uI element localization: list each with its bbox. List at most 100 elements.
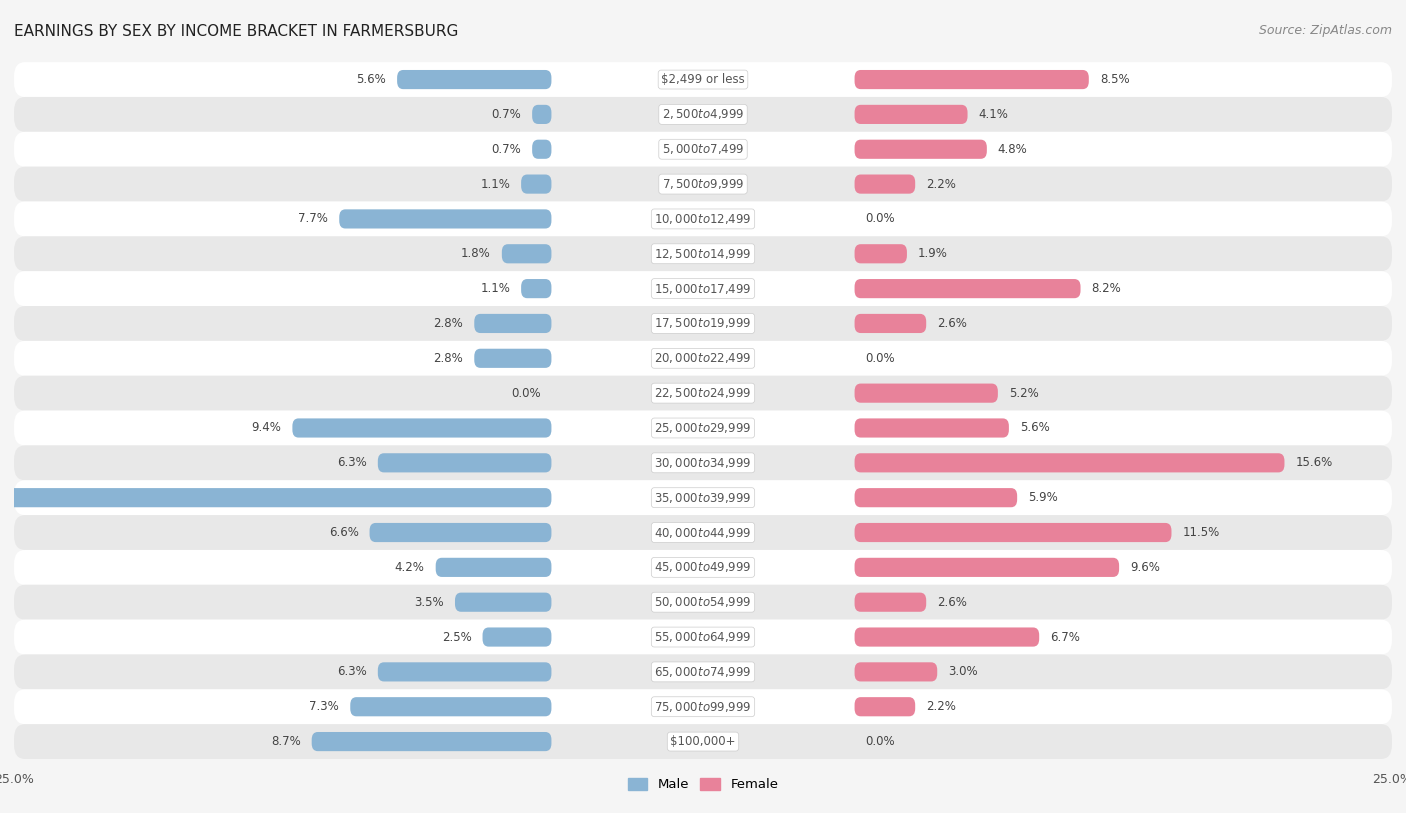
FancyBboxPatch shape bbox=[312, 732, 551, 751]
Text: 4.8%: 4.8% bbox=[998, 143, 1028, 156]
Text: $100,000+: $100,000+ bbox=[671, 735, 735, 748]
FancyBboxPatch shape bbox=[855, 70, 1088, 89]
Text: $7,500 to $9,999: $7,500 to $9,999 bbox=[662, 177, 744, 191]
Text: 3.5%: 3.5% bbox=[415, 596, 444, 609]
Text: 11.5%: 11.5% bbox=[1182, 526, 1220, 539]
Text: 1.1%: 1.1% bbox=[481, 177, 510, 190]
FancyBboxPatch shape bbox=[436, 558, 551, 577]
FancyBboxPatch shape bbox=[14, 620, 1392, 654]
Text: 5.6%: 5.6% bbox=[356, 73, 387, 86]
Text: 1.1%: 1.1% bbox=[481, 282, 510, 295]
FancyBboxPatch shape bbox=[855, 698, 915, 716]
Text: $40,000 to $44,999: $40,000 to $44,999 bbox=[654, 525, 752, 540]
FancyBboxPatch shape bbox=[456, 593, 551, 611]
FancyBboxPatch shape bbox=[855, 175, 915, 193]
FancyBboxPatch shape bbox=[14, 515, 1392, 550]
FancyBboxPatch shape bbox=[14, 480, 1392, 515]
FancyBboxPatch shape bbox=[14, 585, 1392, 620]
FancyBboxPatch shape bbox=[14, 550, 1392, 585]
FancyBboxPatch shape bbox=[482, 628, 551, 646]
Text: $20,000 to $22,499: $20,000 to $22,499 bbox=[654, 351, 752, 365]
Text: 9.6%: 9.6% bbox=[1130, 561, 1160, 574]
FancyBboxPatch shape bbox=[531, 140, 551, 159]
Text: 8.2%: 8.2% bbox=[1091, 282, 1122, 295]
FancyBboxPatch shape bbox=[14, 376, 1392, 411]
Text: $12,500 to $14,999: $12,500 to $14,999 bbox=[654, 247, 752, 261]
FancyBboxPatch shape bbox=[855, 523, 1171, 542]
FancyBboxPatch shape bbox=[14, 446, 1392, 480]
Text: $45,000 to $49,999: $45,000 to $49,999 bbox=[654, 560, 752, 574]
FancyBboxPatch shape bbox=[531, 105, 551, 124]
FancyBboxPatch shape bbox=[350, 698, 551, 716]
FancyBboxPatch shape bbox=[14, 97, 1392, 132]
Text: 6.3%: 6.3% bbox=[337, 456, 367, 469]
Text: 1.8%: 1.8% bbox=[461, 247, 491, 260]
Text: 2.6%: 2.6% bbox=[938, 317, 967, 330]
FancyBboxPatch shape bbox=[14, 341, 1392, 376]
Text: 2.2%: 2.2% bbox=[927, 177, 956, 190]
Text: $35,000 to $39,999: $35,000 to $39,999 bbox=[654, 491, 752, 505]
Text: 5.2%: 5.2% bbox=[1010, 387, 1039, 400]
FancyBboxPatch shape bbox=[14, 132, 1392, 167]
Text: 6.3%: 6.3% bbox=[337, 665, 367, 678]
FancyBboxPatch shape bbox=[474, 314, 551, 333]
Text: $2,500 to $4,999: $2,500 to $4,999 bbox=[662, 107, 744, 121]
Text: 2.5%: 2.5% bbox=[441, 631, 471, 644]
FancyBboxPatch shape bbox=[522, 175, 551, 193]
Text: 2.6%: 2.6% bbox=[938, 596, 967, 609]
Text: 0.0%: 0.0% bbox=[866, 735, 896, 748]
FancyBboxPatch shape bbox=[855, 488, 1017, 507]
FancyBboxPatch shape bbox=[855, 279, 1081, 298]
Text: 7.3%: 7.3% bbox=[309, 700, 339, 713]
FancyBboxPatch shape bbox=[855, 314, 927, 333]
FancyBboxPatch shape bbox=[855, 244, 907, 263]
FancyBboxPatch shape bbox=[0, 488, 551, 507]
FancyBboxPatch shape bbox=[378, 663, 551, 681]
FancyBboxPatch shape bbox=[474, 349, 551, 367]
FancyBboxPatch shape bbox=[855, 454, 1285, 472]
Text: EARNINGS BY SEX BY INCOME BRACKET IN FARMERSBURG: EARNINGS BY SEX BY INCOME BRACKET IN FAR… bbox=[14, 24, 458, 39]
FancyBboxPatch shape bbox=[855, 663, 938, 681]
FancyBboxPatch shape bbox=[370, 523, 551, 542]
FancyBboxPatch shape bbox=[14, 167, 1392, 202]
Text: $5,000 to $7,499: $5,000 to $7,499 bbox=[662, 142, 744, 156]
Text: 4.2%: 4.2% bbox=[395, 561, 425, 574]
FancyBboxPatch shape bbox=[396, 70, 551, 89]
Text: 2.8%: 2.8% bbox=[433, 352, 463, 365]
FancyBboxPatch shape bbox=[14, 62, 1392, 97]
Text: 3.0%: 3.0% bbox=[948, 665, 979, 678]
Text: $30,000 to $34,999: $30,000 to $34,999 bbox=[654, 456, 752, 470]
Text: 0.0%: 0.0% bbox=[510, 387, 540, 400]
Text: 4.1%: 4.1% bbox=[979, 108, 1008, 121]
Text: 15.6%: 15.6% bbox=[1295, 456, 1333, 469]
Text: 2.2%: 2.2% bbox=[927, 700, 956, 713]
FancyBboxPatch shape bbox=[855, 140, 987, 159]
Text: 8.7%: 8.7% bbox=[271, 735, 301, 748]
Text: 9.4%: 9.4% bbox=[252, 421, 281, 434]
FancyBboxPatch shape bbox=[855, 558, 1119, 577]
FancyBboxPatch shape bbox=[855, 628, 1039, 646]
FancyBboxPatch shape bbox=[14, 306, 1392, 341]
Text: $17,500 to $19,999: $17,500 to $19,999 bbox=[654, 316, 752, 330]
Text: $65,000 to $74,999: $65,000 to $74,999 bbox=[654, 665, 752, 679]
Text: $2,499 or less: $2,499 or less bbox=[661, 73, 745, 86]
FancyBboxPatch shape bbox=[14, 237, 1392, 272]
FancyBboxPatch shape bbox=[855, 384, 998, 402]
Text: $55,000 to $64,999: $55,000 to $64,999 bbox=[654, 630, 752, 644]
FancyBboxPatch shape bbox=[855, 593, 927, 611]
FancyBboxPatch shape bbox=[502, 244, 551, 263]
FancyBboxPatch shape bbox=[378, 454, 551, 472]
Text: $75,000 to $99,999: $75,000 to $99,999 bbox=[654, 700, 752, 714]
Text: $15,000 to $17,499: $15,000 to $17,499 bbox=[654, 281, 752, 296]
Text: 0.0%: 0.0% bbox=[866, 352, 896, 365]
FancyBboxPatch shape bbox=[14, 654, 1392, 689]
Text: 0.0%: 0.0% bbox=[866, 212, 896, 225]
FancyBboxPatch shape bbox=[14, 411, 1392, 446]
FancyBboxPatch shape bbox=[14, 724, 1392, 759]
Text: 5.6%: 5.6% bbox=[1019, 421, 1050, 434]
FancyBboxPatch shape bbox=[855, 105, 967, 124]
Text: 7.7%: 7.7% bbox=[298, 212, 328, 225]
FancyBboxPatch shape bbox=[292, 419, 551, 437]
Text: 1.9%: 1.9% bbox=[918, 247, 948, 260]
Text: 2.8%: 2.8% bbox=[433, 317, 463, 330]
